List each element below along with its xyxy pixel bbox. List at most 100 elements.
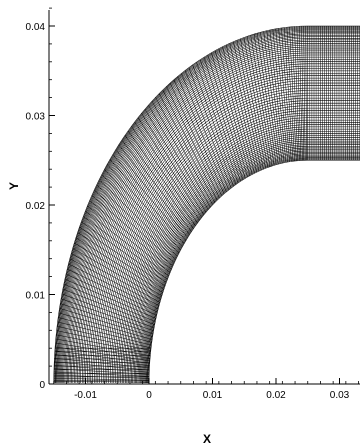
mesh-arc-line	[142, 150, 360, 383]
mesh-radial-line	[247, 36, 271, 167]
y-axis-title: Y	[7, 182, 21, 190]
mesh-radial-line	[257, 33, 277, 165]
mesh-radial-line	[263, 31, 281, 164]
mesh-radial-line	[236, 40, 264, 170]
mesh-radial-line	[151, 101, 211, 208]
mesh-radial-line	[289, 26, 297, 161]
x-axis-ticks: -0.01 0 0.01 0.02 0.03	[53, 378, 359, 401]
mesh-radial-line	[55, 346, 150, 362]
mesh-radial-line	[169, 82, 222, 197]
mesh-arc-line	[72, 52, 360, 383]
mesh-radial-line	[196, 62, 239, 183]
mesh-radial-line	[294, 26, 300, 161]
mesh-radial-line	[260, 32, 279, 165]
mesh-radial-line	[243, 37, 269, 168]
mesh-radial-line	[56, 334, 151, 354]
mesh-radial-line	[155, 97, 213, 205]
mesh-radial-line	[240, 38, 266, 169]
mesh-radial-line	[144, 109, 207, 213]
mesh-arc-line	[144, 153, 360, 383]
mesh-radial-line	[53, 377, 150, 381]
mesh-radial-line	[188, 67, 234, 187]
mesh-radial-line	[141, 113, 205, 215]
mesh-radial-line	[77, 232, 165, 290]
mesh-radial-line	[74, 242, 162, 297]
mesh-radial-line	[104, 169, 181, 251]
mesh-radial-line	[218, 48, 253, 175]
mesh-radial-line	[275, 28, 289, 163]
mesh-radial-line	[57, 326, 152, 349]
mesh-arc-line	[141, 149, 360, 383]
x-tick-label: 0	[146, 390, 152, 401]
y-axis-ticks: 0 0.01 0.02 0.03 0.04	[26, 7, 55, 391]
mesh-radial-line	[75, 237, 163, 293]
y-tick-label: 0.03	[26, 112, 46, 123]
mesh-radial-line	[81, 221, 167, 283]
mesh-radial-line	[54, 365, 150, 373]
mesh-radial-line	[272, 29, 287, 163]
mesh-radial-line	[79, 226, 166, 287]
mesh-radial-line	[63, 283, 156, 322]
mesh-arc-line	[148, 159, 360, 383]
mesh-radial-line	[124, 135, 194, 229]
mesh-radial-line	[266, 30, 283, 164]
mesh-radial-line	[112, 154, 187, 241]
mesh-radial-line	[60, 298, 154, 331]
x-tick-label: 0.02	[266, 390, 286, 401]
mesh-radial-line	[54, 350, 150, 364]
mesh-radial-line	[211, 52, 248, 178]
mesh-radial-line	[65, 273, 157, 316]
mesh-radial-line	[56, 330, 151, 351]
mesh-radial-line	[173, 79, 225, 194]
mesh-radial-line	[98, 179, 178, 257]
x-tick-label: 0.03	[330, 390, 350, 401]
mesh-radial-line	[281, 27, 292, 162]
mesh-radial-line	[269, 29, 285, 163]
mesh-radial-line	[166, 86, 220, 199]
x-tick-label: 0.01	[203, 390, 223, 401]
mesh-radial-line	[291, 26, 299, 161]
mesh-radial-line	[127, 130, 196, 226]
mesh-arc-line	[53, 25, 360, 383]
mesh-radial-line	[58, 317, 152, 343]
mesh-radial-line	[62, 288, 155, 325]
mesh-radial-line	[55, 338, 151, 357]
mesh-radial-line	[296, 26, 302, 161]
y-tick-label: 0.01	[26, 291, 46, 302]
mesh-radial-line	[181, 73, 229, 191]
mesh-radial-line	[61, 293, 155, 328]
mesh-radial-line	[60, 303, 154, 334]
mesh-radial-line	[225, 44, 258, 173]
mesh-arc-line	[147, 158, 360, 383]
mesh-radial-line	[305, 26, 307, 161]
mesh-radial-line	[96, 184, 176, 260]
mesh-radial-line	[91, 195, 173, 267]
mesh-radial-line	[131, 126, 198, 224]
mesh-radial-line	[134, 121, 200, 221]
mesh-radial-line	[250, 35, 273, 167]
mesh-radial-line	[67, 268, 158, 313]
mesh-radial-line	[184, 70, 232, 189]
mesh-radial-line	[87, 205, 171, 273]
mesh-radial-line	[68, 263, 159, 310]
mesh-radial-line	[85, 210, 169, 277]
mesh-radial-line	[53, 371, 150, 377]
y-tick-label: 0.02	[26, 201, 46, 212]
mesh-radial-line	[55, 342, 151, 359]
mesh-radial-line	[106, 164, 183, 247]
mesh-radial-line	[69, 258, 160, 306]
mesh-radial-line	[72, 248, 161, 300]
mesh-radial-line	[118, 144, 190, 235]
mesh-radial-line	[253, 34, 275, 166]
mesh-radial-line	[148, 105, 209, 210]
mesh-radial-line	[64, 278, 157, 319]
mesh-radial-line	[57, 321, 152, 346]
mesh-radial-line	[71, 253, 161, 303]
computational-mesh	[53, 25, 360, 383]
mesh-radial-line	[199, 59, 241, 182]
mesh-radial-line	[121, 139, 192, 232]
mesh-radial-line	[101, 174, 180, 254]
y-tick-label: 0	[39, 380, 45, 391]
mesh-arc-line	[59, 33, 360, 383]
